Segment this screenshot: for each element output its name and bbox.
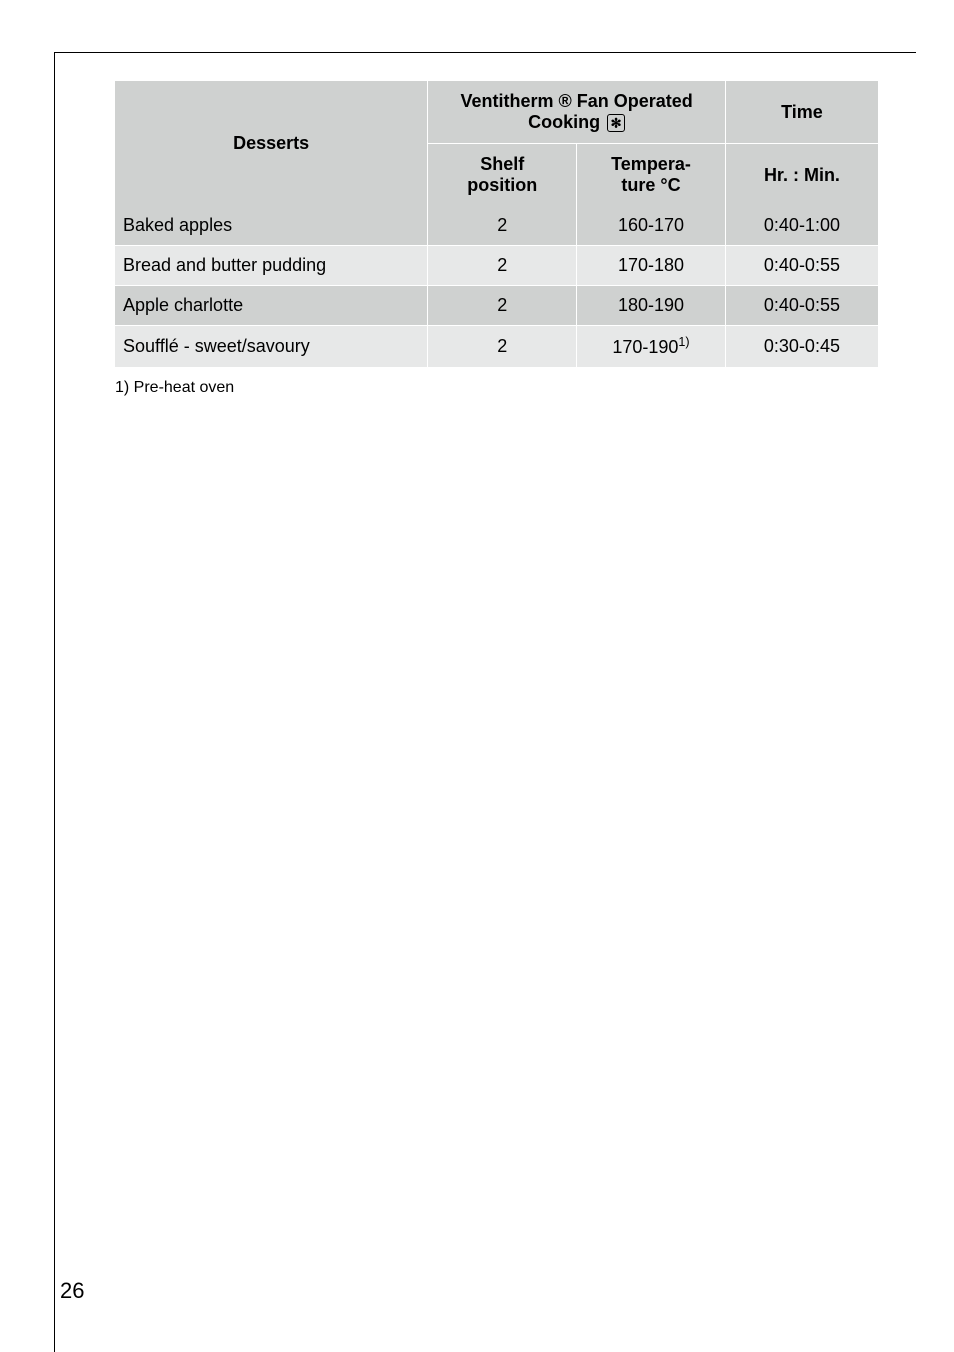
- dessert-time: 0:40-0:55: [725, 246, 878, 286]
- dessert-name: Apple charlotte: [115, 286, 428, 326]
- header-desserts: Desserts: [115, 81, 428, 206]
- table-row: Soufflé - sweet/savoury 2 170-1901) 0:30…: [115, 326, 878, 368]
- dessert-temp: 170-180: [577, 246, 726, 286]
- table-row: Apple charlotte 2 180-190 0:40-0:55: [115, 286, 878, 326]
- header-time: Time: [725, 81, 878, 144]
- dessert-shelf: 2: [428, 246, 577, 286]
- table-row: Bread and butter pudding 2 170-180 0:40-…: [115, 246, 878, 286]
- dessert-shelf: 2: [428, 326, 577, 368]
- dessert-name: Bread and butter pudding: [115, 246, 428, 286]
- dessert-name: Baked apples: [115, 206, 428, 246]
- header-row-1: Desserts Ventitherm ® Fan Operated Cooki…: [115, 81, 878, 144]
- temp-sup: 1): [678, 335, 689, 349]
- temp-base: 170-190: [612, 337, 678, 357]
- dessert-temp: 160-170: [577, 206, 726, 246]
- header-shelf: Shelfposition: [428, 144, 577, 207]
- dessert-shelf: 2: [428, 286, 577, 326]
- dessert-time: 0:30-0:45: [725, 326, 878, 368]
- header-temp: Tempera-ture °C: [577, 144, 726, 207]
- desserts-table: Desserts Ventitherm ® Fan Operated Cooki…: [115, 81, 878, 367]
- page-number: 26: [60, 1278, 84, 1304]
- dessert-temp: 180-190: [577, 286, 726, 326]
- table-row: Baked apples 2 160-170 0:40-1:00: [115, 206, 878, 246]
- header-mode-text: Ventitherm ® Fan Operated Cooking: [460, 91, 692, 132]
- header-hrmin: Hr. : Min.: [725, 144, 878, 207]
- header-mode: Ventitherm ® Fan Operated Cooking: [428, 81, 726, 144]
- dessert-name: Soufflé - sweet/savoury: [115, 326, 428, 368]
- dessert-time: 0:40-1:00: [725, 206, 878, 246]
- fan-icon: [607, 114, 625, 132]
- footnote: 1) Pre-heat oven: [115, 379, 878, 397]
- page-frame: Desserts Ventitherm ® Fan Operated Cooki…: [54, 52, 916, 1352]
- dessert-shelf: 2: [428, 206, 577, 246]
- dessert-temp: 170-1901): [577, 326, 726, 368]
- dessert-time: 0:40-0:55: [725, 286, 878, 326]
